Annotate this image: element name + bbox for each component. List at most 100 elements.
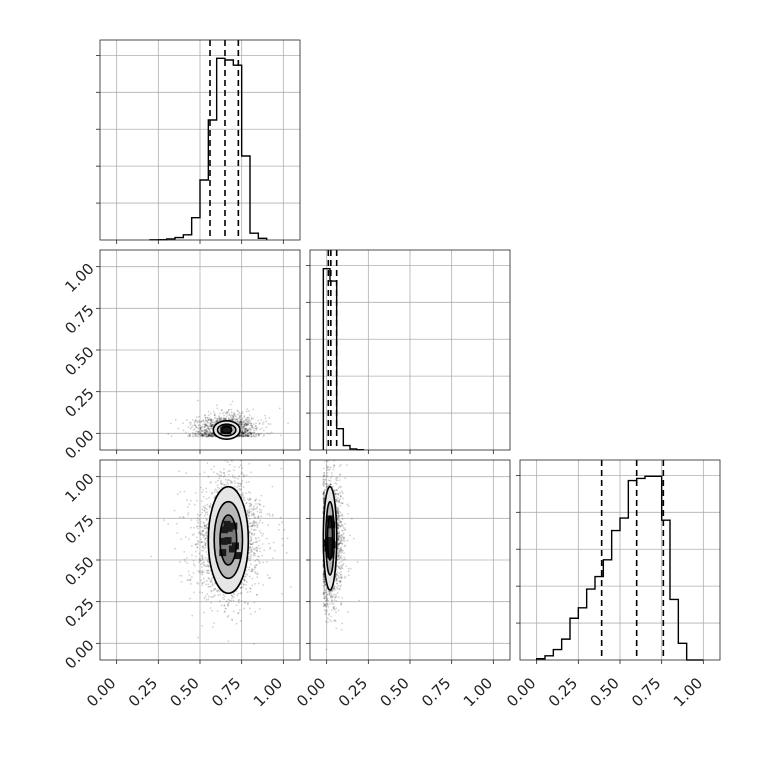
scatter-point — [210, 432, 213, 435]
scatter-point — [202, 430, 205, 433]
scatter-point — [203, 423, 206, 426]
scatter-point — [240, 435, 243, 437]
scatter-point — [251, 508, 254, 511]
scatter-point — [223, 418, 226, 421]
scatter-point — [232, 417, 235, 420]
scatter-point — [179, 491, 182, 493]
scatter-point — [250, 428, 252, 431]
scatter-point — [251, 577, 254, 580]
scatter-point — [199, 432, 202, 435]
scatter-point — [239, 485, 242, 487]
contour-line — [219, 514, 238, 566]
scatter-point — [246, 511, 249, 514]
scatter-point — [240, 432, 243, 435]
scatter-point — [322, 573, 325, 576]
scatter-point — [239, 418, 242, 421]
scatter-point — [202, 529, 205, 532]
scatter-point — [260, 494, 263, 497]
scatter-point — [247, 435, 250, 437]
scatter-point — [330, 592, 333, 595]
scatter-point — [245, 424, 248, 427]
scatter-point — [335, 579, 338, 582]
scatter-point — [245, 424, 248, 427]
scatter-point — [335, 498, 338, 501]
scatter-point — [217, 473, 220, 476]
scatter-point — [251, 584, 254, 587]
scatter-point — [247, 558, 250, 560]
scatter-point — [241, 422, 243, 425]
scatter-point — [328, 594, 331, 597]
scatter-point — [210, 425, 212, 428]
scatter-point — [249, 431, 252, 434]
scatter-point — [188, 421, 191, 424]
scatter-point — [336, 582, 339, 585]
scatter-point — [254, 536, 257, 539]
scatter-point — [210, 425, 213, 428]
scatter-point — [255, 435, 257, 438]
scatter-point — [209, 434, 212, 436]
scatter-point — [342, 537, 345, 540]
scatter-point — [204, 565, 207, 568]
scatter-point — [256, 523, 259, 526]
scatter-point — [202, 433, 205, 435]
scatter-point — [202, 420, 205, 422]
scatter-point — [195, 555, 197, 558]
scatter-point — [189, 499, 192, 502]
y-tick-label: 0.25 — [61, 595, 97, 631]
scatter-point — [199, 424, 202, 427]
scatter-point — [239, 417, 242, 419]
scatter-point — [210, 601, 213, 604]
scatter-point — [210, 480, 213, 483]
scatter-point — [209, 433, 211, 436]
scatter-point — [227, 604, 229, 607]
scatter-point — [209, 421, 212, 424]
scatter-point — [179, 561, 182, 563]
scatter-point — [254, 541, 256, 544]
scatter-point — [205, 497, 208, 500]
scatter-point — [252, 434, 255, 437]
scatter-point — [209, 432, 211, 435]
scatter-point — [223, 483, 226, 486]
scatter-point — [208, 496, 211, 499]
scatter-point — [250, 507, 253, 510]
scatter-point — [247, 429, 249, 432]
scatter-point — [205, 424, 207, 427]
scatter-point — [253, 431, 256, 434]
scatter-point — [210, 434, 213, 437]
scatter-point — [347, 567, 350, 570]
scatter-point — [222, 418, 225, 421]
scatter-point — [213, 465, 215, 468]
scatter-point — [219, 412, 221, 415]
scatter-point — [215, 419, 218, 422]
scatter-point — [241, 432, 244, 434]
scatter-point — [337, 575, 340, 578]
scatter-point — [246, 434, 249, 437]
contour-line — [220, 425, 233, 435]
scatter-point — [338, 561, 341, 564]
scatter-point — [211, 434, 214, 437]
scatter-point — [346, 464, 348, 466]
scatter-point — [248, 518, 251, 520]
scatter-point — [204, 504, 206, 507]
scatter-point — [340, 577, 342, 580]
scatter-point — [259, 503, 262, 506]
scatter-point — [250, 549, 252, 552]
scatter-point — [254, 566, 257, 569]
scatter-point — [340, 576, 343, 578]
scatter-point — [224, 418, 227, 421]
scatter-point — [210, 423, 213, 426]
scatter-point — [211, 435, 214, 438]
scatter-point — [223, 595, 226, 598]
scatter-point — [244, 430, 246, 433]
scatter-point — [238, 414, 241, 417]
scatter-point — [211, 423, 213, 426]
scatter-point — [243, 607, 246, 610]
scatter-point — [249, 432, 252, 434]
scatter-point — [201, 508, 204, 511]
scatter-point — [232, 599, 235, 602]
scatter-point — [211, 425, 214, 428]
scatter-point — [207, 434, 210, 437]
scatter-point — [212, 419, 215, 421]
scatter-point — [281, 521, 284, 524]
scatter-point — [324, 604, 327, 607]
